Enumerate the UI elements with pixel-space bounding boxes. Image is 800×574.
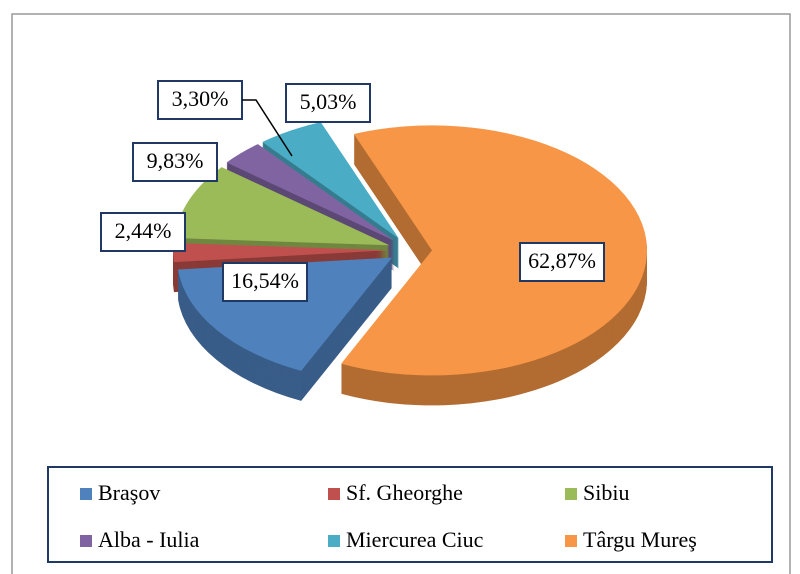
leader-line (242, 99, 293, 157)
data-label: 9,83% (147, 148, 204, 173)
label-box (157, 80, 243, 120)
data-label: 2,44% (115, 218, 172, 243)
slice (341, 125, 647, 376)
pie (173, 122, 647, 406)
legend: Braşov Sf. Gheorghe Sibiu Alba - Iulia Mierc… (80, 480, 697, 552)
legend-label: Miercurea Ciuc (346, 527, 484, 552)
legend-swatch (80, 488, 92, 500)
label-box (132, 142, 218, 182)
data-label: 5,03% (300, 89, 357, 114)
legend-swatch (80, 535, 92, 547)
label-box (519, 242, 605, 282)
data-label: 3,30% (172, 86, 229, 111)
legend-label: Sibiu (583, 480, 629, 505)
legend-swatch (565, 535, 577, 547)
slice (173, 243, 389, 263)
legend-label: Alba - Iulia (98, 527, 200, 552)
slice (262, 122, 399, 239)
data-labels: 16,54% 2,44% 9,83% 3,30% 5,03% 62,87% (100, 80, 605, 302)
legend-box (47, 466, 773, 563)
legend-swatch (328, 535, 340, 547)
label-box (285, 83, 371, 123)
legend-swatch (565, 488, 577, 500)
slice (226, 144, 395, 241)
slice (174, 167, 390, 246)
data-label: 62,87% (528, 248, 596, 273)
label-box (100, 212, 186, 252)
data-label: 16,54% (231, 268, 299, 293)
legend-swatch (328, 488, 340, 500)
legend-label: Braşov (98, 480, 160, 505)
legend-label: Târgu Mureş (583, 527, 697, 552)
legend-label: Sf. Gheorghe (346, 480, 463, 505)
label-box (222, 262, 308, 302)
